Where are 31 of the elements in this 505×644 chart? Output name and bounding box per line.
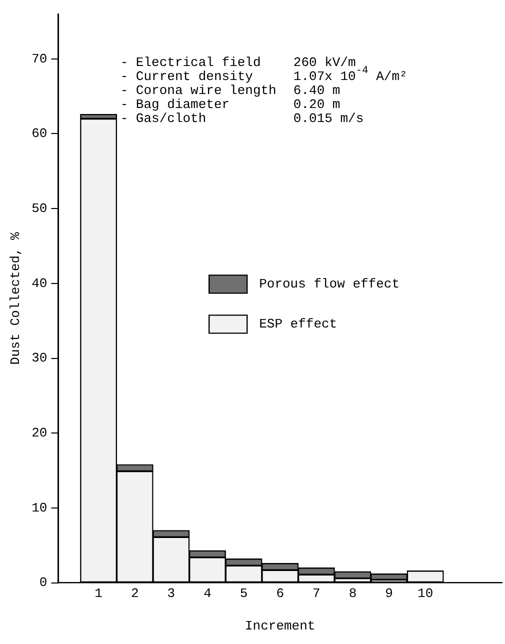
x-tick-label: 2 (130, 586, 139, 602)
x-tick-label: 8 (348, 586, 357, 602)
y-tick-label: 70 (32, 51, 48, 66)
legend-label: Porous flow effect (259, 276, 400, 292)
x-tick-label: 4 (204, 586, 212, 602)
y-tick-label: 20 (32, 426, 48, 441)
annotation: 260 kV/m (293, 54, 356, 70)
x-tick-label: 6 (276, 586, 284, 602)
x-tick-label: 1 (94, 586, 103, 602)
y-tick-label: 10 (32, 500, 48, 516)
annotation: - Electrical field (120, 54, 261, 70)
x-axis-title: Increment (244, 618, 316, 634)
x-tick-label: 7 (312, 586, 320, 602)
y-tick-label: 30 (32, 350, 48, 366)
y-tick-label: 50 (32, 201, 48, 216)
annotation: - Gas/cloth (120, 110, 206, 126)
annotation: 0.20 m (293, 96, 340, 112)
y-tick-label: 60 (32, 126, 48, 142)
y-tick-label: 0 (39, 575, 48, 590)
x-tick-label: 9 (385, 586, 393, 602)
annotation: 0.015 m/s (293, 110, 364, 126)
annotation: - Corona wire length (120, 82, 276, 98)
annotation: - Bag diameter (120, 96, 230, 112)
legend-label: ESP effect (259, 316, 338, 332)
x-tick-label: 3 (167, 586, 176, 602)
x-tick-label: 10 (418, 586, 434, 602)
y-axis-title: Dust Collected, % (8, 232, 24, 365)
y-tick-label: 40 (32, 276, 48, 291)
annotation: 6.40 m (293, 82, 340, 98)
x-tick-label: 5 (240, 586, 248, 602)
annotation: - Current density (120, 68, 254, 84)
